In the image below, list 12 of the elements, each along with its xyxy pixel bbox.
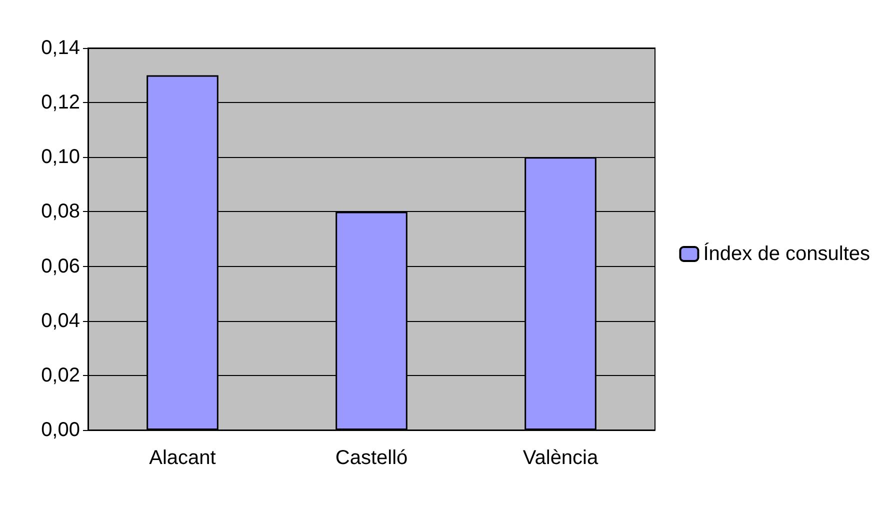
y-tick-label: 0,08 <box>41 200 80 223</box>
x-tick-label: València <box>522 447 599 469</box>
y-tick-label: 0,14 <box>41 37 80 59</box>
y-tick-label: 0,00 <box>41 419 80 441</box>
x-tick-label: Castelló <box>335 447 408 469</box>
x-tick-label: Alacant <box>149 447 216 469</box>
y-tick-label: 0,06 <box>41 255 80 278</box>
y-tick-label: 0,04 <box>41 310 80 332</box>
legend-label: Índex de consultes <box>703 242 870 265</box>
y-tick-label: 0,10 <box>41 146 80 168</box>
y-tick-label: 0,12 <box>41 92 80 114</box>
y-tick-label: 0,02 <box>41 364 80 386</box>
